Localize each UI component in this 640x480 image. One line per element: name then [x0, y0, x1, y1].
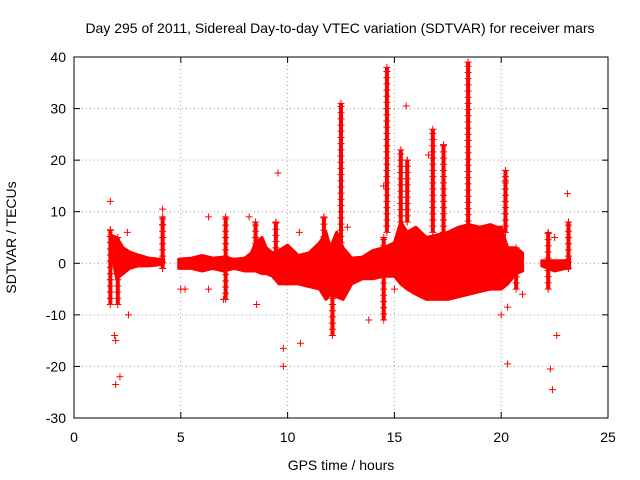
- y-tick-label: 0: [58, 255, 66, 271]
- x-tick-label: 15: [387, 429, 403, 445]
- data-spike: [383, 63, 391, 236]
- y-tick-label: 10: [50, 204, 66, 220]
- data-point: [425, 151, 433, 159]
- data-spike: [252, 218, 260, 272]
- data-spike: [440, 141, 448, 236]
- x-tick-label: 25: [600, 429, 616, 445]
- data-spike: [320, 213, 328, 278]
- x-axis-label: GPS time / hours: [288, 457, 395, 473]
- data-point: [519, 290, 527, 298]
- data-point: [563, 190, 571, 198]
- data-point: [551, 234, 559, 241]
- data-spike: [397, 146, 405, 226]
- data-point: [220, 295, 228, 303]
- data-band: [177, 220, 525, 301]
- data-spike: [272, 218, 280, 283]
- data-spike: [380, 234, 388, 324]
- x-tick-label: 0: [70, 429, 78, 445]
- y-tick-label: -30: [46, 410, 66, 426]
- y-tick-label: -20: [46, 358, 66, 374]
- data-point: [497, 311, 505, 319]
- data-point: [181, 285, 189, 293]
- axis-ticks: 0 5 10 15 20 25 -30 -20 -10 0 10 20 30 40: [46, 49, 616, 445]
- data-point: [112, 380, 120, 388]
- data-spike: [544, 228, 552, 293]
- data-spike: [464, 58, 472, 231]
- plot-frame: [73, 56, 609, 419]
- data-spike: [106, 226, 114, 309]
- data-spike: [337, 99, 345, 247]
- data-point: [279, 344, 287, 352]
- chart-title: Day 295 of 2011, Sidereal Day-to-day VTE…: [85, 20, 594, 36]
- data-point: [124, 311, 132, 319]
- data-point: [159, 221, 167, 229]
- data-spike: [328, 285, 336, 339]
- y-tick-label: -10: [46, 307, 66, 323]
- data-point: [245, 213, 253, 221]
- data-point: [112, 337, 120, 345]
- y-tick-label: 30: [50, 101, 66, 117]
- data-point: [106, 197, 114, 205]
- data-point: [123, 228, 131, 236]
- data-point: [253, 301, 261, 309]
- y-axis-label: SDTVAR / TECUs: [3, 181, 19, 293]
- data-point: [504, 303, 512, 311]
- data-point: [343, 223, 351, 231]
- data-point: [205, 285, 213, 293]
- data-point: [546, 365, 554, 373]
- data-point: [380, 182, 388, 190]
- data-point: [159, 205, 167, 213]
- x-tick-label: 10: [280, 429, 296, 445]
- data-point: [390, 285, 398, 293]
- data-point: [116, 373, 124, 381]
- x-tick-label: 5: [177, 429, 185, 445]
- data-point: [279, 362, 287, 370]
- data-point: [365, 316, 373, 324]
- y-tick-label: 40: [50, 49, 66, 65]
- data-layer: [106, 58, 572, 394]
- data-point: [501, 177, 509, 185]
- data-spike: [114, 234, 122, 309]
- data-spike: [403, 156, 411, 226]
- data-point: [205, 213, 213, 221]
- data-point: [553, 331, 561, 339]
- data-point: [548, 386, 556, 394]
- x-tick-label: 20: [493, 429, 509, 445]
- data-spike: [564, 218, 572, 272]
- data-point: [111, 331, 119, 339]
- data-spike: [429, 125, 437, 236]
- data-point: [504, 360, 512, 368]
- data-point: [295, 228, 303, 236]
- data-spike: [512, 244, 520, 293]
- data-point: [402, 102, 410, 110]
- y-tick-label: 20: [50, 152, 66, 168]
- data-point: [296, 339, 304, 347]
- data-point: [274, 169, 282, 177]
